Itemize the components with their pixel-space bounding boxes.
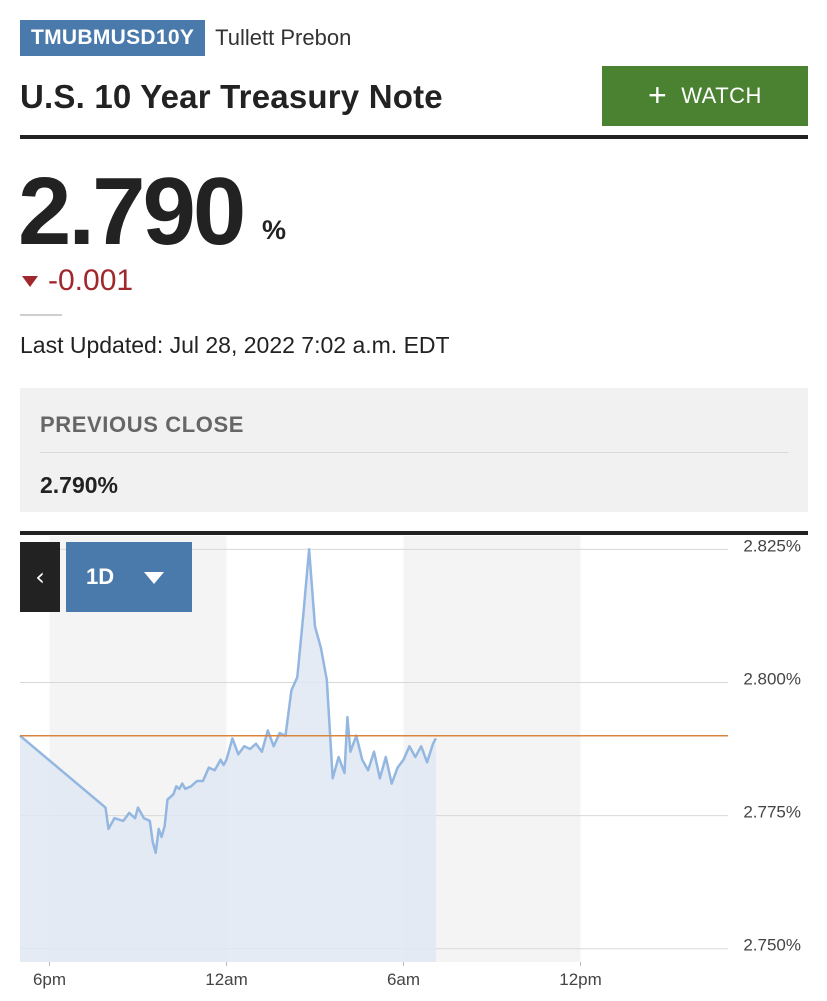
x-tick-label: 12pm [559, 970, 602, 989]
y-tick-label: 2.750% [743, 936, 801, 955]
page-title: U.S. 10 Year Treasury Note [20, 78, 443, 115]
previous-close-panel: PREVIOUS CLOSE 2.790% [20, 388, 808, 512]
current-price: 2.790 [18, 158, 246, 265]
last-updated: Last Updated: Jul 28, 2022 7:02 a.m. EDT [20, 332, 450, 358]
range-dropdown[interactable]: 1D [66, 542, 192, 612]
ticker-row: TMUBMUSD10Y Tullett Prebon [20, 20, 351, 56]
series-line [19, 548, 437, 855]
price-change: -0.001 [22, 264, 133, 298]
data-source: Tullett Prebon [215, 25, 352, 50]
price-chart[interactable]: 2.825% 2.800% 2.775% 2.750% 6pm 12am 6am 12pm … [0, 536, 827, 1001]
x-tick-label: 6am [387, 970, 420, 989]
down-arrow-icon [22, 275, 38, 287]
watch-button[interactable]: + WATCH [602, 66, 808, 126]
chart-back-button[interactable]: ‹ [20, 542, 60, 612]
chart-divider [20, 531, 808, 535]
price-change-value: -0.001 [48, 264, 134, 297]
y-tick-label: 2.825% [743, 536, 801, 555]
plus-icon: + [648, 76, 668, 113]
chevron-left-icon: ‹ [35, 563, 45, 591]
range-dropdown-value: 1D [86, 564, 115, 589]
previous-close-label: PREVIOUS CLOSE [40, 412, 244, 437]
short-divider [20, 314, 62, 316]
caret-down-icon [144, 572, 164, 584]
price-unit: % [262, 215, 287, 245]
watch-button-label: WATCH [681, 83, 762, 108]
x-tick-label: 12am [205, 970, 248, 989]
y-tick-label: 2.800% [743, 669, 801, 688]
header-divider [20, 135, 808, 139]
previous-close-value: 2.790% [40, 472, 119, 498]
x-tick-label: 6pm [33, 970, 66, 989]
ticker-badge[interactable]: TMUBMUSD10Y [20, 20, 206, 56]
previous-close-divider [40, 452, 788, 453]
y-tick-label: 2.775% [743, 803, 801, 822]
